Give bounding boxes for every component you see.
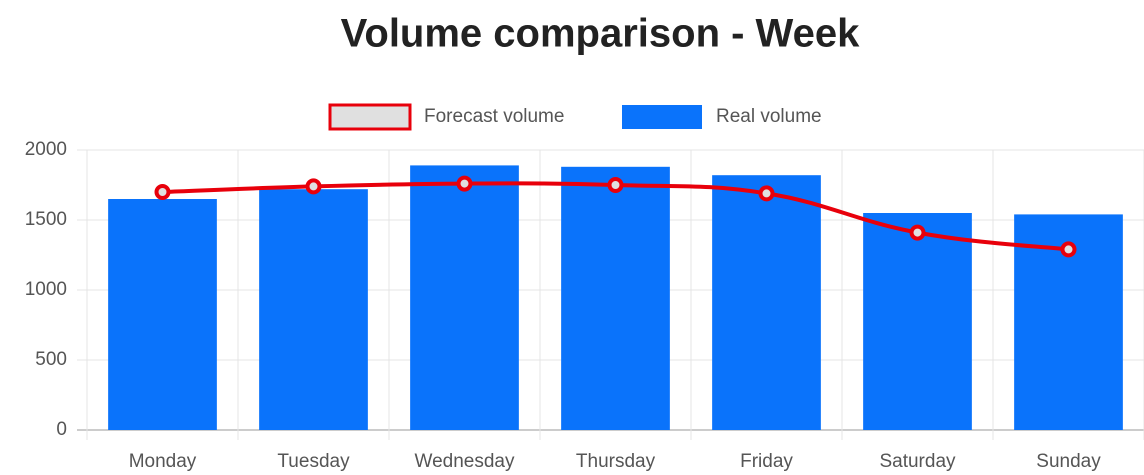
x-tick-label: Thursday [576, 451, 656, 472]
line-point [154, 184, 171, 200]
chart-title: Volume comparison - Week [341, 12, 860, 56]
legend-swatch [328, 103, 412, 131]
bar [259, 189, 368, 430]
bar [712, 175, 821, 430]
x-tick-label: Tuesday [277, 451, 350, 472]
x-tick-label: Wednesday [415, 451, 515, 472]
line-point [1060, 241, 1077, 258]
legend-label: Forecast volume [424, 106, 564, 127]
y-tick-label: 1000 [25, 279, 67, 300]
line-point [456, 175, 473, 192]
y-tick-label: 500 [35, 349, 67, 370]
x-tick-label: Sunday [1036, 451, 1101, 472]
line-point [909, 224, 926, 241]
bar [863, 213, 972, 430]
bar [561, 166, 670, 431]
legend-label: Real volume [716, 106, 822, 127]
line-point [305, 178, 322, 195]
x-tick-label: Monday [129, 451, 197, 472]
bar [410, 165, 519, 430]
line-point [607, 177, 624, 193]
y-tick-label: 2000 [25, 139, 67, 160]
line-point [758, 185, 775, 202]
x-tick-label: Saturday [879, 451, 956, 472]
y-tick-label: 1500 [25, 209, 67, 230]
legend-swatch [622, 105, 702, 129]
x-tick-label: Friday [740, 451, 793, 472]
y-tick-label: 0 [56, 419, 67, 440]
bar [108, 199, 217, 430]
